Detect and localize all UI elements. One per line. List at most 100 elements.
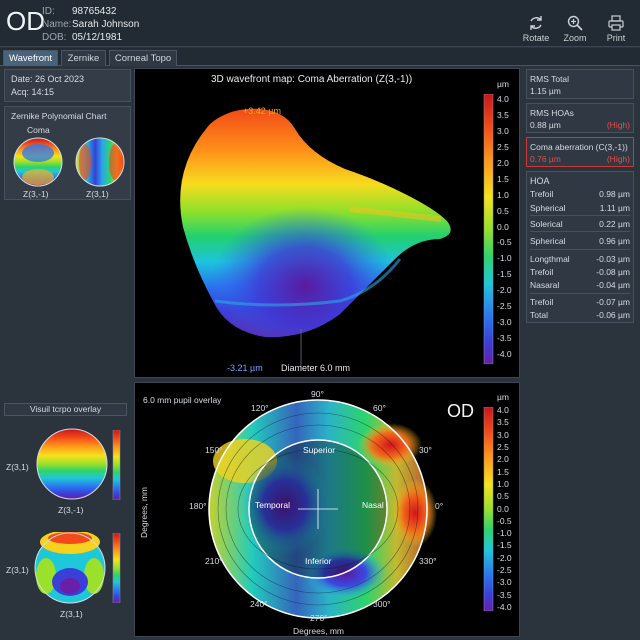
overlay-color-scale (483, 407, 494, 611)
rotate-label: Rotate (522, 33, 550, 43)
hoa-row: Solerical 0.22 µm (530, 219, 630, 229)
overlay-map-1[interactable] (36, 428, 108, 500)
angle-210: 210° (205, 556, 223, 566)
overlay-x-axis-label: Degrees, mm (293, 626, 345, 636)
wavefront-diameter: Diameter 6.0 mm (281, 363, 351, 373)
zernike-map-z31[interactable] (75, 137, 125, 187)
inferior-label: Inferior (305, 556, 332, 566)
dob-label: DOB: (42, 32, 67, 43)
tab-zernike[interactable]: Zernike (61, 50, 106, 66)
wavefront-scale-tick: -1.0 (497, 253, 512, 264)
print-icon (608, 15, 624, 31)
zernike-map-z3-1[interactable] (13, 137, 63, 187)
overlay-scale-tick: 2.0 (497, 454, 509, 465)
overlay-scale-tick: -1.5 (497, 540, 512, 551)
angle-120: 120° (251, 403, 269, 413)
coma-aberration-value: 0.76 µm (530, 154, 561, 164)
zernike-map-z31-label: Z(3,1) (86, 189, 109, 199)
rms-hoa-value: 0.88 µm (530, 120, 561, 130)
exam-acq-time: Acq: 14:15 (11, 87, 55, 97)
overlay-scale-tick: 3.0 (497, 429, 509, 440)
view-divider[interactable] (134, 378, 520, 382)
wavefront-scale-tick: 3.5 (497, 109, 509, 120)
wavefront-scale-tick: -0.5 (497, 237, 512, 248)
overlay-scale-tick: 0.5 (497, 491, 509, 502)
hoa-row-value: 0.98 µm (599, 189, 630, 199)
overlay-y-axis-label: Degrees, mm (139, 486, 149, 538)
zernike-chart-title: Zernike Polynomial Chart (11, 111, 107, 121)
overlay-section-title: Visuil tcrpo overlay (4, 403, 127, 416)
print-button[interactable]: Print (598, 14, 634, 46)
exam-info-panel: Date: 26 Oct 2023 Acq: 14:15 (4, 69, 131, 102)
hoa-row-label: Trefoil (530, 297, 554, 307)
patient-header: OD ID: 98765432 Name: Sarah Johnson DOB:… (0, 0, 640, 47)
wavefront-3d-view[interactable]: 3D wavefront map: Coma Aberration (Z(3,-… (134, 68, 520, 378)
tab-corneal-topo[interactable]: Corneal Topo (109, 50, 177, 66)
hoa-row-label: Solerical (530, 219, 563, 229)
hoa-row-value: -0.03 µm (596, 254, 630, 264)
wavefront-scale-tick: 3.0 (497, 125, 509, 136)
hoa-row: Trefoil -0.08 µm (530, 267, 630, 277)
overlay-eye-label: OD (447, 401, 474, 421)
hoa-row-value: 0.96 µm (599, 236, 630, 246)
patient-name: Sarah Johnson (72, 19, 140, 30)
hoa-divider (530, 293, 630, 294)
angle-330: 330° (419, 556, 437, 566)
hoa-row: Total -0.06 µm (530, 310, 630, 320)
exam-date: Date: 26 Oct 2023 (11, 74, 85, 84)
wavefront-unit: µm (497, 79, 509, 89)
overlay-scale-tick: 3.5 (497, 417, 509, 428)
rotate-button[interactable]: Rotate (518, 14, 554, 46)
wavefront-scale-tick: -3.5 (497, 333, 512, 344)
hoa-row-label: Trefoil (530, 267, 554, 277)
rms-total-value: 1.15 µm (530, 86, 561, 96)
hoa-row-value: -0.04 µm (596, 280, 630, 290)
wavefront-scale-tick: -4.0 (497, 349, 512, 359)
overlay-scale-tick: -3.0 (497, 577, 512, 588)
hoa-row-value: -0.06 µm (596, 310, 630, 320)
hoa-row: Longthmal -0.03 µm (530, 254, 630, 264)
hoa-row-value: 0.22 µm (599, 219, 630, 229)
pupil-overlay-view[interactable]: 6.0 mm pupil overlay OD 90° 60° 30° 0° 3… (134, 382, 520, 637)
overlay-scale-tick: -3.5 (497, 589, 512, 600)
coma-aberration-box[interactable]: Coma aberration (C(3,-1)) 0.76 µm (High) (526, 137, 634, 167)
angle-300: 300° (373, 599, 391, 609)
coma-label: Coma (27, 125, 50, 135)
hoa-row-label: Nasaral (530, 280, 560, 290)
overlay-scale-tick: 0.0 (497, 503, 509, 514)
hoa-row-label: Total (530, 310, 548, 320)
hoa-row: Spherical 1.11 µm (530, 203, 630, 213)
tab-wavefront[interactable]: Wavefront (3, 50, 58, 66)
wavefront-scale-tick: 0.5 (497, 205, 509, 216)
rms-hoa-flag: (High) (606, 120, 630, 130)
overlay-map-2[interactable] (34, 532, 106, 604)
superior-label: Superior (303, 445, 336, 455)
rms-total-box: RMS Total 1.15 µm (526, 69, 634, 99)
overlay-unit: µm (497, 392, 509, 402)
angle-270: 270° (310, 613, 328, 623)
overlay-map-2-scale (112, 533, 121, 603)
zoom-label: Zoom (563, 33, 587, 43)
hoa-divider (530, 215, 630, 216)
rotate-icon (530, 16, 542, 30)
rms-total-label: RMS Total (530, 74, 570, 84)
hoa-title: HOA (530, 176, 550, 186)
angle-180: 180° (189, 501, 207, 511)
coma-aberration-flag: (High) (606, 154, 630, 164)
overlay-map-2-bottom-label: Z(3,1) (60, 609, 83, 619)
overlay-scale-tick: 2.5 (497, 441, 509, 452)
overlay-map-1-bottom-label: Z(3,-1) (58, 505, 84, 515)
overlay-scale-tick: -2.0 (497, 552, 512, 563)
overlay-scale-tick: 1.5 (497, 466, 509, 477)
zernike-map-z3-1-label: Z(3,-1) (23, 189, 49, 199)
overlay-scale-tick: -0.5 (497, 515, 512, 526)
coma-aberration-label: Coma aberration (C(3,-1)) (530, 142, 628, 152)
zoom-button[interactable]: Zoom (557, 14, 593, 46)
eye-label: OD (6, 6, 45, 36)
hoa-row: Nasaral -0.04 µm (530, 280, 630, 290)
wavefront-title: 3D wavefront map: Coma Aberration (Z(3,-… (211, 74, 413, 85)
id-label: ID: (42, 6, 55, 17)
wavefront-scale-tick: -3.0 (497, 317, 512, 328)
hoa-row-value: 1.11 µm (599, 203, 630, 213)
hoa-row: Trefoil 0.98 µm (530, 189, 630, 199)
